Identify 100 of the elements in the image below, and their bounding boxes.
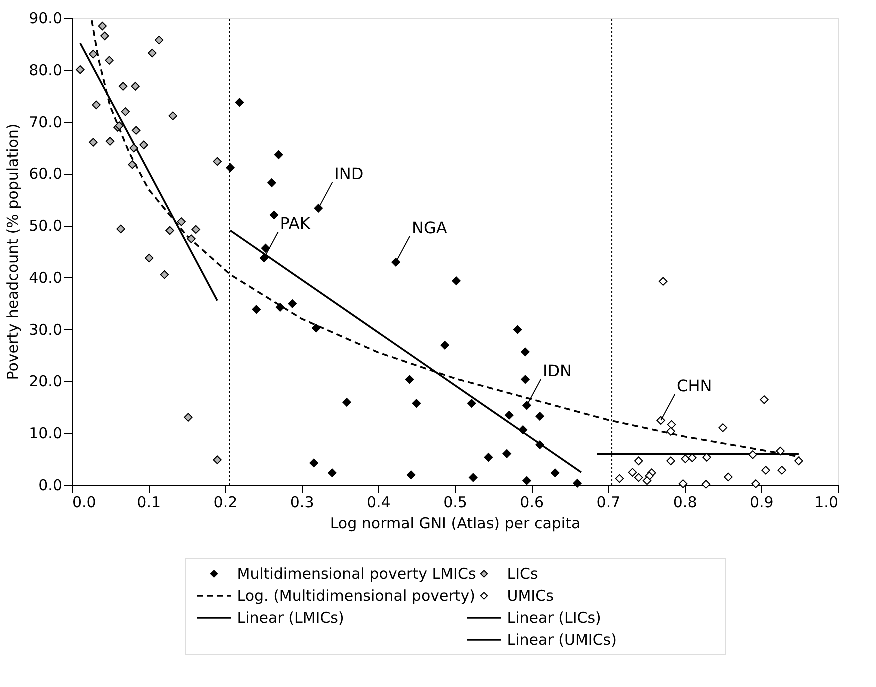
- y-tick-label: 80.0: [29, 61, 62, 80]
- point: [405, 375, 414, 384]
- legend-label: Linear (LMICs): [237, 609, 344, 627]
- point: [536, 412, 544, 421]
- point: [235, 98, 244, 107]
- y-tick-label: 10.0: [29, 424, 62, 443]
- y-tick-label: 30.0: [29, 320, 62, 339]
- point: [328, 468, 337, 478]
- point: [130, 144, 138, 153]
- point: [168, 112, 178, 120]
- point: [502, 449, 512, 458]
- point: [522, 401, 532, 410]
- point: [105, 56, 114, 65]
- point: [776, 446, 785, 456]
- point: [718, 424, 728, 432]
- point: [116, 224, 126, 234]
- point: [226, 164, 235, 172]
- x-tick-label: 0.0: [72, 494, 96, 512]
- x-tick-label: 0.8: [673, 494, 698, 512]
- point: [678, 480, 688, 488]
- y-tick-label: 50.0: [29, 217, 62, 236]
- x-tick-label: 0.3: [290, 494, 314, 512]
- x-tick-label: 0.6: [520, 494, 544, 512]
- point: [131, 82, 140, 91]
- point: [288, 300, 297, 308]
- point: [140, 140, 148, 150]
- annotation: PAK: [280, 214, 311, 234]
- point: [274, 150, 284, 160]
- x-tick-label: 0.5: [444, 494, 468, 512]
- legend-label: LICs: [507, 565, 539, 583]
- point: [681, 454, 690, 464]
- point: [452, 276, 461, 286]
- point: [118, 82, 128, 91]
- point: [518, 426, 528, 434]
- x-tick-label: 0.1: [137, 494, 162, 512]
- point: [748, 450, 758, 460]
- legend-label: Linear (UMICs): [507, 631, 617, 649]
- legend-label: Log. (Multidimensional poverty): [237, 587, 476, 605]
- y-tick-label: 70.0: [29, 113, 62, 132]
- point: [628, 468, 638, 477]
- point: [213, 157, 222, 166]
- point: [144, 254, 154, 263]
- x-tick-label: 0.2: [214, 494, 238, 512]
- point: [469, 473, 478, 482]
- point: [522, 476, 532, 486]
- point: [666, 456, 676, 466]
- point: [154, 36, 164, 45]
- point: [268, 178, 276, 188]
- point: [392, 258, 400, 267]
- point: [521, 348, 530, 357]
- point: [688, 454, 697, 462]
- point: [634, 473, 644, 482]
- point: [667, 420, 676, 430]
- x-tick-label: 0.7: [596, 494, 621, 512]
- legend-label: UMICs: [507, 587, 554, 605]
- point: [702, 453, 712, 462]
- x-tick-label: 1.0: [814, 494, 838, 512]
- point: [121, 108, 130, 116]
- point: [406, 470, 416, 480]
- point: [98, 22, 108, 31]
- point: [642, 476, 652, 486]
- point: [312, 324, 321, 333]
- y-tick-label: 40.0: [29, 268, 62, 287]
- point: [760, 396, 769, 404]
- point: [521, 375, 530, 384]
- legend-label: Linear (LICs): [507, 609, 602, 627]
- point: [342, 398, 352, 407]
- point: [160, 270, 170, 280]
- point: [666, 427, 676, 436]
- point: [177, 218, 186, 226]
- point: [752, 480, 760, 488]
- point: [513, 325, 522, 334]
- point: [658, 277, 668, 286]
- y-tick-label: 0.0: [38, 476, 62, 494]
- point: [778, 466, 786, 475]
- point: [314, 204, 324, 213]
- y-tick-label: 20.0: [29, 372, 62, 391]
- point: [724, 472, 733, 482]
- annotation: IDN: [543, 362, 572, 381]
- point: [794, 456, 804, 466]
- annotation: CHN: [677, 376, 712, 396]
- point: [166, 226, 174, 236]
- point: [192, 225, 200, 234]
- point: [213, 456, 222, 464]
- point: [505, 411, 514, 420]
- point: [536, 440, 544, 450]
- annotation: IND: [334, 164, 364, 184]
- point: [634, 456, 644, 466]
- point: [310, 458, 318, 468]
- legend-label: Multidimensional poverty LMICs: [237, 565, 476, 583]
- point: [276, 303, 285, 312]
- point: [100, 32, 110, 41]
- point: [187, 234, 196, 244]
- point: [128, 160, 137, 170]
- point: [573, 479, 582, 488]
- point: [702, 480, 711, 489]
- y-tick-label: 90.0: [29, 10, 62, 28]
- y-axis-title: Poverty headcount (% population): [4, 124, 22, 380]
- point: [92, 100, 101, 110]
- point: [252, 305, 261, 314]
